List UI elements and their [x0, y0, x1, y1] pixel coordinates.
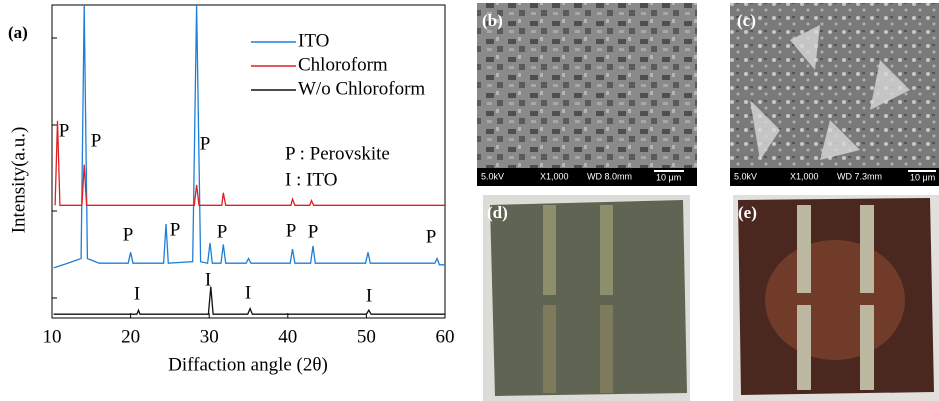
peak-annotation: P [200, 133, 211, 154]
peak-annotation: I [366, 285, 372, 306]
electrode [600, 305, 613, 393]
x-tick-label: 50 [357, 326, 376, 347]
sem-info-bar [730, 168, 939, 186]
device-photo [490, 200, 687, 396]
legend-label: Chloroform [298, 54, 388, 75]
note: I : ITO [285, 169, 337, 190]
peak-annotation: P [426, 226, 437, 247]
electrode [860, 305, 874, 390]
panel-label: (c) [737, 11, 756, 30]
x-axis-label: Diffaction angle (2θ) [168, 354, 328, 375]
sem-info: X1,000 [790, 171, 819, 181]
peak-annotation: P [286, 220, 297, 241]
electrode [797, 305, 811, 390]
peak-annotation: P [59, 120, 70, 141]
x-tick-label: 30 [200, 326, 219, 347]
panel-label: (a) [8, 23, 28, 42]
peak-annotation: I [205, 269, 211, 290]
sem-info: 10 μm [656, 172, 681, 182]
peak-annotation: P [91, 130, 102, 151]
electrode [860, 205, 874, 293]
legend-label: ITO [298, 30, 329, 51]
x-tick-label: 20 [121, 326, 140, 347]
sem-info: X1,000 [540, 171, 569, 181]
note: P : Perovskite [285, 143, 390, 164]
series-line [54, 5, 445, 268]
sem-info: WD 8.0mm [587, 171, 632, 181]
sem-info: 10 μm [910, 172, 935, 182]
peak-annotation: P [170, 219, 181, 240]
electrode [543, 205, 556, 295]
peak-annotation: P [217, 221, 228, 242]
x-tick-label: 40 [278, 326, 297, 347]
panel-label: (d) [487, 203, 508, 222]
x-tick-label: 60 [436, 326, 455, 347]
sem-info: 5.0kV [481, 171, 504, 181]
electrode [600, 205, 613, 295]
electrode [543, 305, 556, 393]
peak-annotation: I [245, 282, 251, 303]
electrode [797, 205, 811, 293]
sem-image [477, 3, 697, 186]
legend-label: W/o Chloroform [298, 78, 425, 99]
panel-label: (b) [482, 11, 503, 30]
sem-info: 5.0kV [734, 171, 757, 181]
film-region [765, 240, 905, 360]
peak-annotation: I [134, 283, 140, 304]
panel-label: (e) [738, 203, 757, 222]
sem-image [730, 3, 939, 186]
x-tick-label: 10 [43, 326, 62, 347]
sem-info: WD 7.3mm [837, 171, 882, 181]
peak-annotation: P [308, 221, 319, 242]
peak-annotation: P [123, 224, 134, 245]
figure: (a) Diffaction angle (2θ) Intensity(a.u.… [0, 0, 939, 401]
y-axis-label: Intensity(a.u.) [8, 127, 29, 234]
